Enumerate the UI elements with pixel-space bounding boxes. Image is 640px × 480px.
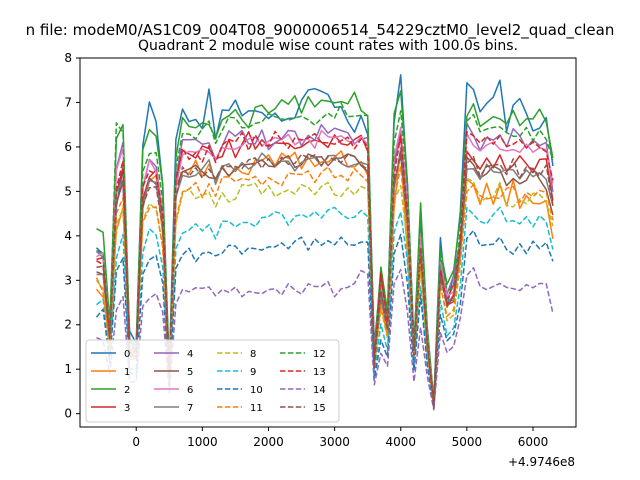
x-tick-label: 1000 [187, 435, 218, 449]
chart-title: Quadrant 2 module wise count rates with … [138, 38, 518, 54]
x-tick-label: 6000 [518, 435, 549, 449]
series-line-15 [96, 151, 554, 410]
y-tick-label: 8 [64, 51, 72, 65]
y-tick-label: 7 [64, 95, 72, 109]
series-layer [95, 74, 554, 411]
x-tick-label: 0 [132, 435, 140, 449]
y-tick-label: 3 [64, 273, 72, 287]
legend-frame [85, 339, 340, 423]
legend-label-10: 10 [250, 385, 263, 396]
figure-suptitle: n file: modeM0/AS1C09_004T08_9000006514_… [26, 21, 615, 40]
x-tick-label: 3000 [319, 435, 350, 449]
x-offset-label: +4.9746e8 [508, 455, 575, 469]
legend-label-11: 11 [250, 403, 263, 414]
legend-label-4: 4 [187, 349, 193, 360]
y-tick-label: 2 [64, 318, 72, 332]
series-line-10 [95, 229, 554, 409]
x-tick-label: 5000 [452, 435, 483, 449]
legend-label-3: 3 [124, 403, 130, 414]
y-tick-label: 4 [64, 229, 72, 243]
y-tick-label: 5 [64, 184, 72, 198]
legend-label-2: 2 [124, 385, 130, 396]
y-tick-label: 0 [64, 407, 72, 421]
plot-area-frame [79, 57, 577, 428]
legend-label-0: 0 [124, 349, 130, 360]
legend-label-9: 9 [250, 367, 256, 378]
legend-label-5: 5 [187, 367, 193, 378]
legend-label-7: 7 [187, 403, 193, 414]
y-tick-label: 1 [64, 362, 72, 376]
legend-label-15: 15 [313, 403, 326, 414]
x-tick-label: 2000 [253, 435, 284, 449]
legend-label-12: 12 [313, 349, 326, 360]
legend-label-14: 14 [313, 385, 326, 396]
y-tick-label: 6 [64, 140, 72, 154]
legend-label-13: 13 [313, 367, 326, 378]
x-tick-label: 4000 [385, 435, 416, 449]
legend-label-1: 1 [124, 367, 130, 378]
legend-label-8: 8 [250, 349, 256, 360]
legend-label-6: 6 [187, 385, 193, 396]
